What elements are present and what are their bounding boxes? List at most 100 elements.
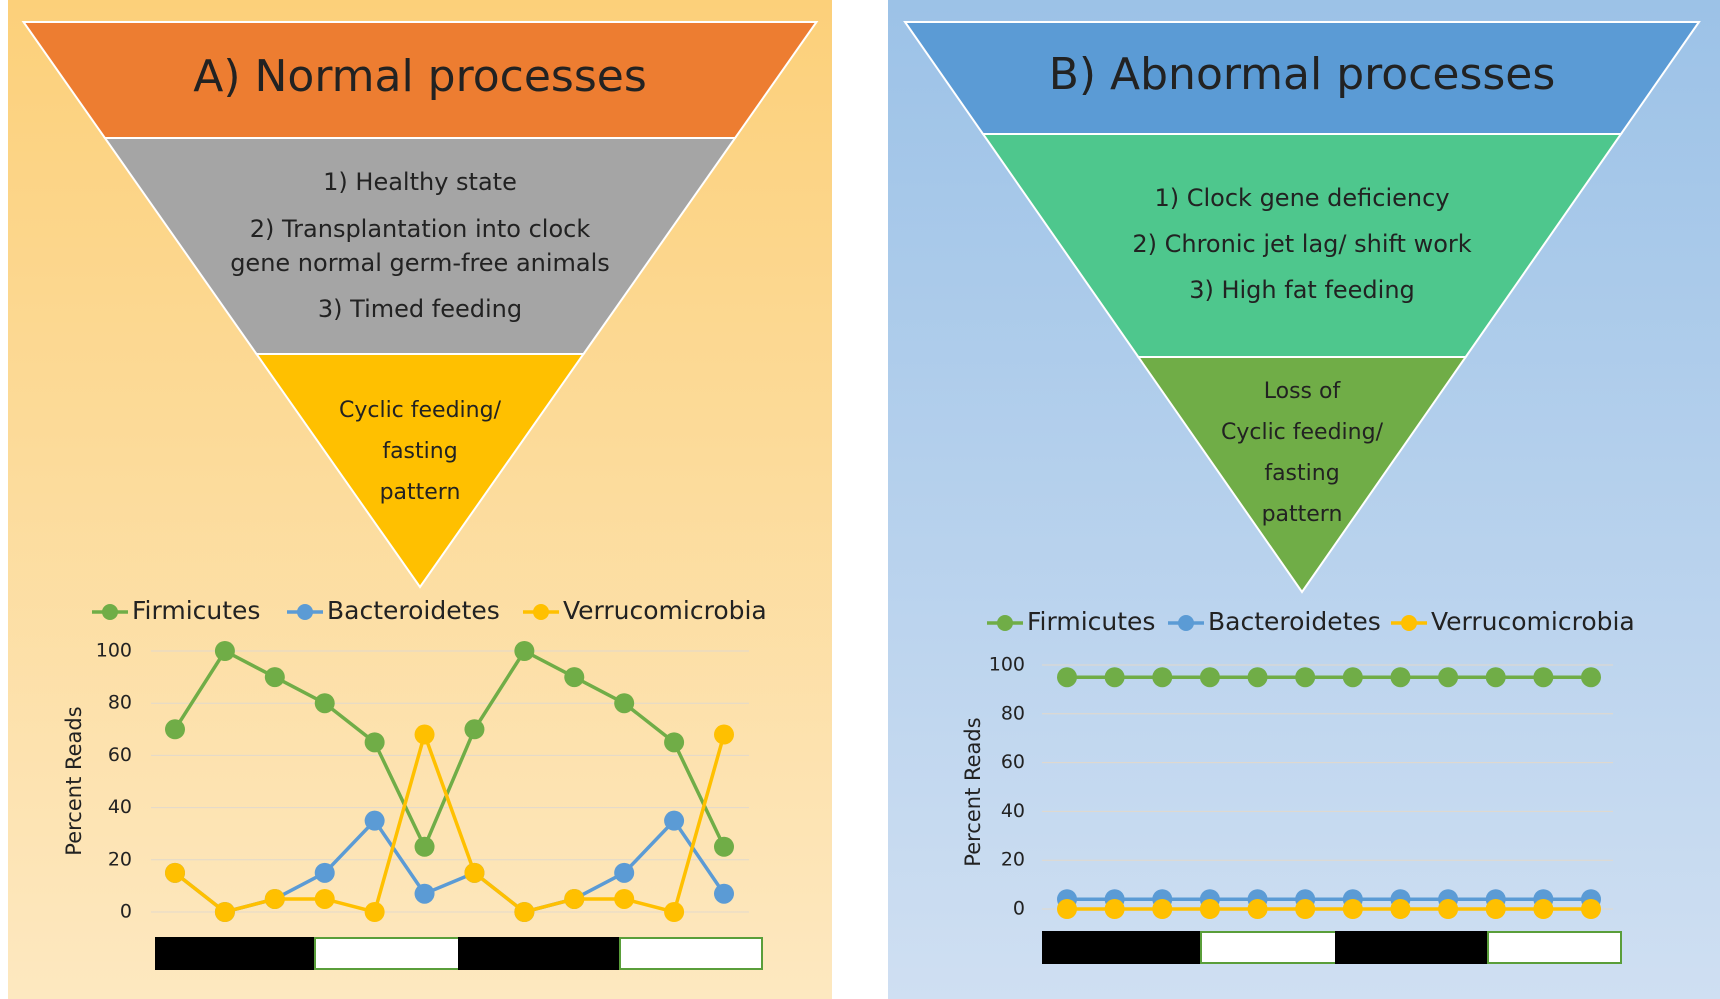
data-point [1152, 667, 1173, 688]
data-point [364, 732, 385, 753]
time-bar [619, 937, 763, 970]
time-bar [1335, 931, 1489, 964]
legend-label: Firmicutes [1027, 607, 1155, 636]
panel-title: A) Normal processes [193, 51, 647, 102]
data-point [414, 883, 435, 904]
y-tick-label: 0 [1013, 898, 1025, 920]
data-point [614, 693, 635, 714]
data-point [514, 902, 535, 922]
data-point [214, 641, 235, 661]
series-line [173, 648, 726, 852]
y-tick-label: 80 [108, 692, 132, 714]
data-point [1057, 899, 1077, 919]
data-point [264, 888, 285, 909]
data-point [614, 862, 635, 883]
data-point [1152, 899, 1173, 919]
time-bar [314, 937, 460, 970]
y-tick-label: 40 [108, 796, 132, 818]
funnel-bottom-text: pattern [380, 480, 461, 505]
funnel-item: 2) Chronic jet lag/ shift work [1132, 230, 1471, 258]
y-tick-label: 0 [120, 901, 132, 923]
data-point [664, 810, 685, 831]
data-point [1533, 667, 1554, 688]
data-point [464, 862, 485, 883]
data-point [1438, 899, 1459, 919]
time-bar [1200, 931, 1337, 964]
data-point [1342, 899, 1363, 919]
data-point [1247, 667, 1268, 688]
data-point [214, 902, 235, 922]
data-point [1295, 667, 1316, 688]
funnel-bottom-text: Cyclic feeding/ [339, 398, 502, 423]
data-point [1057, 667, 1077, 688]
data-point [1199, 899, 1220, 919]
funnel-item: 1) Healthy state [323, 168, 517, 196]
time-bar [1487, 931, 1622, 964]
data-point [364, 810, 385, 831]
data-point [165, 862, 185, 883]
legend-label: Bacteroidetes [327, 596, 500, 625]
data-point [1485, 899, 1506, 919]
data-point [564, 888, 585, 909]
y-axis-label: Percent Reads [961, 717, 985, 866]
series-line [173, 728, 726, 915]
panel-title: B) Abnormal processes [1049, 49, 1556, 100]
data-point [1104, 899, 1125, 919]
data-point [165, 719, 185, 740]
data-point [714, 836, 734, 857]
funnel-item: 3) High fat feeding [1189, 276, 1415, 304]
funnel-item: 3) Timed feeding [318, 295, 522, 323]
funnel-bottom-text: fasting [382, 439, 457, 464]
y-tick-label: 100 [989, 654, 1025, 676]
y-axis-label: Percent Reads [62, 706, 86, 855]
legend-marker [997, 615, 1013, 631]
y-tick-label: 20 [108, 848, 132, 870]
legend-label: Verrucomicrobia [1431, 607, 1635, 636]
data-point [1390, 667, 1411, 688]
data-point [1485, 667, 1506, 688]
data-point [264, 667, 285, 688]
data-point [514, 641, 535, 661]
data-point [1342, 667, 1363, 688]
data-point [1581, 899, 1601, 919]
time-bar [1042, 931, 1202, 964]
legend-label: Bacteroidetes [1208, 607, 1381, 636]
data-point [564, 667, 585, 688]
data-point [714, 883, 734, 904]
data-point [314, 693, 335, 714]
data-point [1438, 667, 1459, 688]
data-point [664, 902, 685, 922]
funnel-item: 2) Transplantation into clock [250, 215, 591, 243]
y-tick-label: 100 [96, 640, 132, 662]
data-point [414, 724, 435, 745]
y-tick-label: 60 [108, 744, 132, 766]
funnel-bottom-text: Cyclic feeding/ [1221, 420, 1384, 445]
legend-label: Verrucomicrobia [563, 596, 767, 625]
data-point [1295, 899, 1316, 919]
data-point [314, 862, 335, 883]
funnel-item: gene normal germ-free animals [230, 249, 610, 277]
data-point [464, 719, 485, 740]
y-tick-label: 40 [1001, 800, 1025, 822]
legend-marker [297, 604, 313, 620]
data-point [1104, 667, 1125, 688]
legend-marker [102, 604, 118, 620]
data-point [364, 902, 385, 922]
legend-marker [1178, 615, 1194, 631]
data-point [614, 888, 635, 909]
series-line [173, 817, 726, 914]
legend-label: Firmicutes [132, 596, 260, 625]
funnel-bottom-text: Loss of [1264, 379, 1342, 404]
data-point [314, 888, 335, 909]
funnel-band [1136, 356, 1468, 594]
funnel-band [254, 353, 586, 589]
funnel-bottom-text: fasting [1264, 461, 1339, 486]
y-tick-label: 20 [1001, 849, 1025, 871]
data-point [714, 724, 734, 745]
y-tick-label: 80 [1001, 702, 1025, 724]
time-bar [458, 937, 621, 970]
data-point [1390, 899, 1411, 919]
funnel-item: 1) Clock gene deficiency [1154, 184, 1449, 212]
